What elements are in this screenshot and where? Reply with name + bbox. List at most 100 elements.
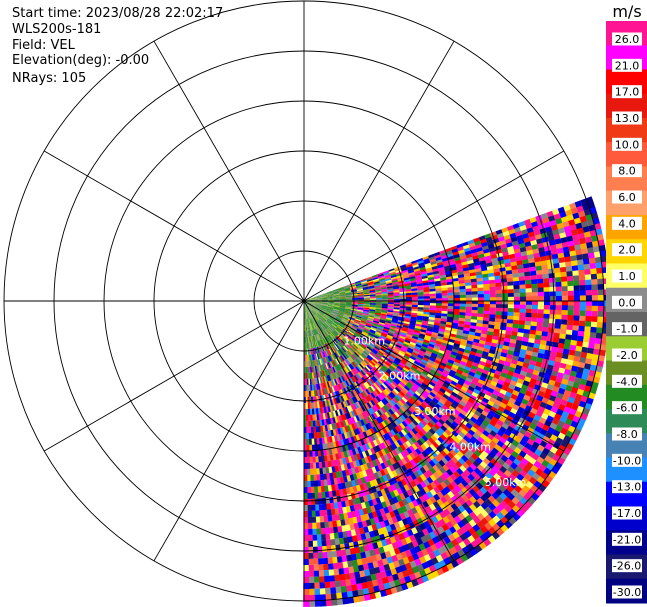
velocity-gate <box>391 390 398 397</box>
velocity-gate <box>416 388 423 395</box>
velocity-gate <box>356 349 363 355</box>
velocity-gate <box>487 400 495 407</box>
velocity-gate <box>382 390 389 397</box>
velocity-gate <box>447 308 454 313</box>
velocity-gate <box>346 596 355 604</box>
velocity-gate <box>488 384 496 391</box>
velocity-gate <box>594 371 602 379</box>
velocity-gate <box>359 362 366 369</box>
velocity-gate <box>559 262 566 269</box>
velocity-gate <box>362 368 369 374</box>
velocity-gate <box>528 258 535 264</box>
velocity-gate <box>424 415 432 422</box>
velocity-gate <box>392 317 399 321</box>
velocity-gate <box>408 326 415 330</box>
velocity-gate <box>342 316 349 320</box>
velocity-gate <box>436 298 442 302</box>
velocity-gate <box>358 452 365 460</box>
velocity-gate <box>368 332 374 337</box>
velocity-gate <box>411 419 419 427</box>
velocity-gate <box>430 336 437 341</box>
velocity-gate <box>470 275 477 280</box>
velocity-gate <box>513 485 523 494</box>
velocity-gate <box>306 312 309 319</box>
velocity-gate <box>328 318 334 323</box>
velocity-gate <box>445 468 454 477</box>
velocity-gate <box>307 324 309 331</box>
velocity-gate <box>561 305 568 311</box>
velocity-gate <box>348 430 353 438</box>
velocity-gate <box>421 457 429 465</box>
velocity-gate <box>363 288 370 292</box>
velocity-gate <box>550 249 558 256</box>
velocity-gate <box>366 346 373 352</box>
velocity-gate <box>313 366 316 373</box>
velocity-gate <box>333 306 340 309</box>
velocity-gate <box>405 294 412 298</box>
velocity-gate <box>350 328 356 333</box>
velocity-gate <box>308 312 312 318</box>
velocity-gate <box>369 352 376 358</box>
velocity-gate <box>417 354 424 360</box>
velocity-gate <box>393 335 400 340</box>
velocity-gate <box>330 313 337 317</box>
velocity-gate <box>377 351 384 357</box>
velocity-gate <box>398 390 406 397</box>
velocity-gate <box>427 453 435 461</box>
velocity-gate <box>367 467 374 475</box>
velocity-gate <box>368 283 375 287</box>
velocity-gate <box>318 359 321 366</box>
velocity-gate <box>380 399 387 406</box>
velocity-gate <box>364 298 370 300</box>
velocity-gate <box>496 429 505 438</box>
velocity-gate <box>539 255 547 262</box>
velocity-gate <box>339 322 345 327</box>
velocity-gate <box>446 281 454 286</box>
velocity-gate <box>342 537 349 544</box>
velocity-gate <box>349 442 355 450</box>
velocity-gate <box>506 273 513 279</box>
velocity-gate <box>364 338 371 343</box>
velocity-gate <box>315 314 320 320</box>
velocity-gate <box>498 416 507 424</box>
velocity-gate <box>376 353 383 359</box>
velocity-gate <box>471 485 480 494</box>
velocity-gate <box>351 559 358 567</box>
velocity-gate <box>329 386 334 393</box>
velocity-gate <box>305 306 308 313</box>
velocity-gate <box>424 366 431 372</box>
velocity-gate <box>399 264 407 269</box>
velocity-gate <box>386 358 393 364</box>
velocity-gate <box>321 297 328 299</box>
velocity-gate <box>355 281 362 285</box>
velocity-gate <box>339 305 346 308</box>
velocity-gate <box>341 561 349 569</box>
velocity-gate <box>420 402 427 410</box>
velocity-gate <box>315 303 322 305</box>
velocity-gate <box>312 323 316 329</box>
velocity-gate <box>326 349 331 356</box>
velocity-gate <box>361 283 368 286</box>
velocity-gate <box>394 377 401 384</box>
velocity-gate <box>421 324 428 329</box>
velocity-gate <box>308 312 311 318</box>
velocity-gate <box>400 360 407 366</box>
velocity-gate <box>386 424 393 432</box>
velocity-gate <box>333 338 338 344</box>
velocity-gate <box>322 357 326 364</box>
velocity-gate <box>369 385 376 392</box>
velocity-gate <box>319 310 325 314</box>
velocity-gate <box>330 332 336 338</box>
velocity-gate <box>323 388 327 395</box>
velocity-gate <box>499 388 507 396</box>
velocity-gate <box>323 376 327 383</box>
velocity-gate <box>355 316 362 320</box>
velocity-gate <box>491 491 500 500</box>
velocity-gate <box>369 296 376 299</box>
velocity-gate <box>513 312 520 317</box>
velocity-gate <box>388 366 395 373</box>
velocity-gate <box>364 436 371 444</box>
velocity-gate <box>580 351 588 359</box>
velocity-gate <box>421 359 428 365</box>
velocity-gate <box>582 368 590 376</box>
